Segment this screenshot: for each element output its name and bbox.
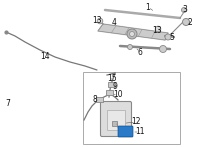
Circle shape [130,31,134,36]
Bar [107,110,125,130]
Circle shape [97,18,103,24]
FancyBboxPatch shape [101,101,132,137]
Text: 10: 10 [113,90,123,98]
Polygon shape [98,24,168,40]
Text: 8: 8 [93,96,97,105]
Text: 4: 4 [112,17,116,26]
Bar [96,97,103,102]
Text: 11: 11 [135,127,145,137]
Bar [83,72,180,144]
Text: 14: 14 [40,51,50,61]
FancyBboxPatch shape [118,126,133,137]
Circle shape [128,45,132,50]
Text: 13: 13 [152,25,162,35]
Circle shape [165,34,171,40]
Circle shape [160,46,166,52]
Text: 9: 9 [113,81,117,91]
Circle shape [127,29,137,39]
Text: 5: 5 [170,32,174,41]
Text: 15: 15 [107,74,117,82]
Bar [108,82,115,87]
Circle shape [155,26,161,32]
Bar [112,121,117,126]
Text: 7: 7 [6,100,10,108]
Text: 6: 6 [138,47,142,56]
Bar [106,90,113,95]
Text: 2: 2 [188,17,192,26]
Text: 13: 13 [92,15,102,25]
Circle shape [182,7,186,12]
Text: 12: 12 [131,117,141,127]
Circle shape [182,19,190,25]
Text: 3: 3 [183,5,187,14]
Text: 1: 1 [146,2,150,11]
